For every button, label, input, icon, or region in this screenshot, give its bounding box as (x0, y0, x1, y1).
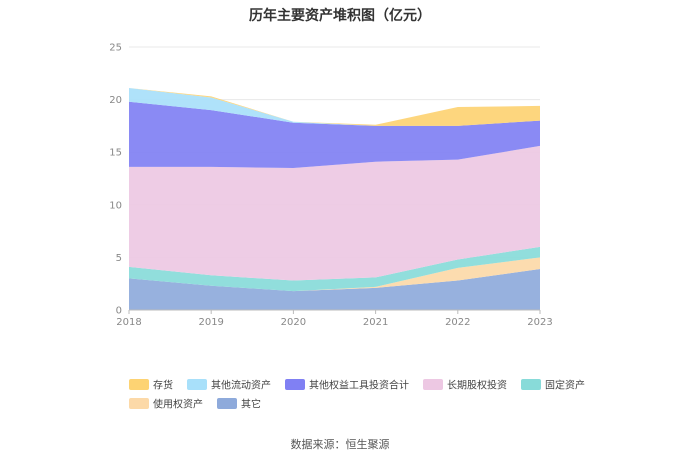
y-tick-label: 0 (116, 306, 122, 317)
legend-swatch (129, 398, 149, 409)
area-series (129, 88, 540, 310)
legend-label: 其它 (241, 398, 261, 411)
x-tick-label: 2021 (363, 317, 388, 328)
legend-label: 固定资产 (545, 379, 585, 392)
legend-label: 长期股权投资 (447, 379, 507, 392)
x-tick-label: 2023 (527, 317, 552, 328)
x-tick-label: 2019 (198, 317, 223, 328)
data-source-note: 数据来源：恒生聚源 (290, 438, 390, 451)
area-series-存货 (129, 88, 540, 126)
legend-label: 其他权益工具投资合计 (309, 379, 409, 392)
axes: 0 5 10 15 20 25 2018 2019 2020 2021 2022 2023 (109, 43, 552, 329)
x-tick-label: 2022 (445, 317, 470, 328)
legend-swatch (521, 379, 541, 390)
legend-label: 存货 (153, 379, 173, 392)
legend-swatch (423, 379, 443, 390)
legend-label: 使用权资产 (153, 398, 203, 411)
chart-title: 历年主要资产堆积图（亿元） (249, 8, 431, 24)
legend-label: 其他流动资产 (211, 379, 271, 392)
y-tick-label: 10 (109, 200, 122, 211)
y-tick-label: 25 (109, 43, 122, 54)
area-series-其他权益工具投资合计 (129, 101, 540, 168)
x-tick-label: 2018 (116, 317, 141, 328)
area-series-其他流动资产 (129, 88, 540, 126)
area-series-固定资产 (129, 246, 540, 292)
area-series-长期股权投资 (129, 145, 540, 281)
legend-swatch (285, 379, 305, 390)
legend-swatch (217, 398, 237, 409)
legend-swatch (129, 379, 149, 390)
y-tick-label: 15 (109, 148, 122, 159)
y-tick-label: 5 (116, 253, 122, 264)
area-series-使用权资产 (129, 257, 540, 292)
legend-swatch (187, 379, 207, 390)
x-tick-label: 2020 (281, 317, 306, 328)
y-tick-label: 20 (109, 95, 122, 106)
